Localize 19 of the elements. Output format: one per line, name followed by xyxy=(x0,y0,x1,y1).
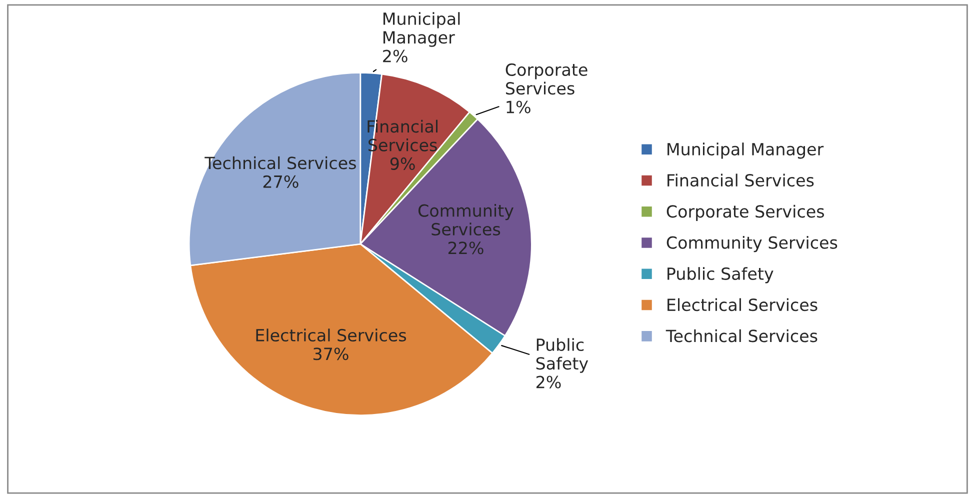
data-label: 37% xyxy=(313,348,348,360)
data-label: 9% xyxy=(390,157,415,170)
slice-label: Corporate Services xyxy=(506,63,588,95)
legend-label: Electrical Services xyxy=(668,298,818,312)
data-label: 22% xyxy=(448,242,484,254)
legend-label: Financial Services xyxy=(668,174,814,187)
slice-label: Electrical Services xyxy=(256,328,406,342)
legend-label: Corporate Services xyxy=(666,204,824,221)
legend-label: Community Services xyxy=(666,236,838,252)
slice-label: Community Services xyxy=(418,204,514,236)
legend-label: Public Safety xyxy=(668,267,774,284)
data-label: 27% xyxy=(263,175,298,188)
data-label: 2% xyxy=(383,50,408,62)
data-label: 1% xyxy=(506,100,530,114)
legend-label: Technical Services xyxy=(666,329,818,342)
slice-label: Public Safety xyxy=(536,338,588,373)
legend-label: Municipal Manager xyxy=(668,142,824,159)
data-label: 2% xyxy=(536,376,561,388)
slice-label: Municipal Manager xyxy=(383,12,460,47)
